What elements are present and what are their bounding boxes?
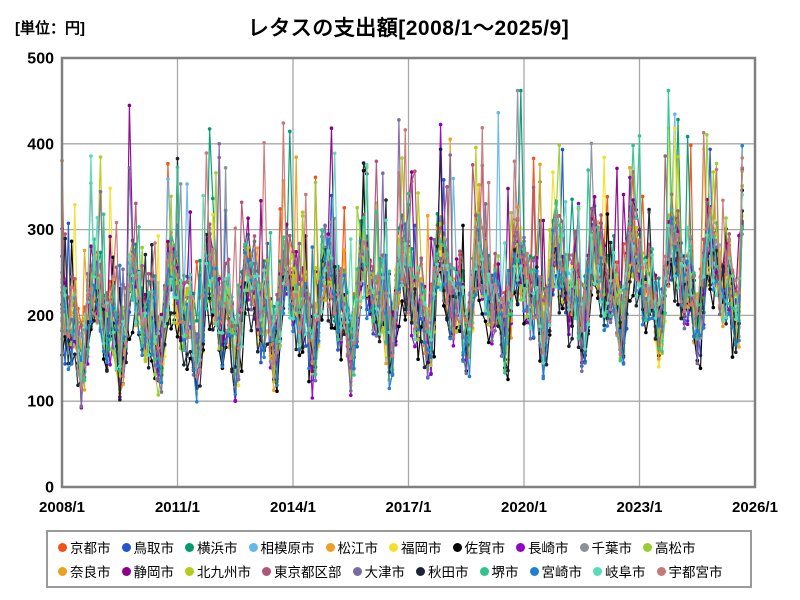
legend-item: 静岡市 [121, 561, 175, 581]
legend-label: 静岡市 [133, 565, 175, 580]
legend-label: 北九州市 [197, 565, 251, 580]
legend-label: 岐阜市 [605, 565, 646, 580]
legend-label: 佐賀市 [464, 541, 506, 556]
legend-item: 高松市 [643, 537, 696, 557]
svg-text:400: 400 [27, 136, 54, 153]
legend-label: 松江市 [337, 541, 379, 556]
legend-swatch-icon [416, 566, 425, 576]
legend-swatch-icon [185, 566, 194, 576]
legend-item: 横浜市 [185, 537, 238, 557]
legend-item: 佐賀市 [452, 537, 506, 557]
legend-swatch-icon [262, 566, 271, 576]
svg-text:200: 200 [27, 308, 54, 325]
legend-item: 京都市 [58, 537, 111, 557]
legend-item: 秋田市 [416, 561, 469, 581]
legend-item: 千葉市 [579, 537, 633, 557]
svg-text:0: 0 [45, 480, 54, 497]
legend-label: 大津市 [364, 565, 406, 580]
legend-item: 相模原市 [248, 537, 315, 557]
svg-text:2023/1: 2023/1 [617, 499, 663, 516]
svg-text:2017/1: 2017/1 [386, 499, 432, 516]
legend-swatch-icon [352, 566, 362, 576]
legend-item: 宇都宮市 [656, 561, 723, 581]
legend-item: 鳥取市 [121, 537, 175, 557]
legend-swatch-icon [579, 542, 589, 552]
legend-label: 福岡市 [401, 541, 442, 556]
legend-swatch-icon [656, 566, 666, 576]
legend-item: 岐阜市 [593, 561, 646, 581]
legend-item: 東京都区部 [262, 561, 342, 581]
legend-label: 宇都宮市 [668, 565, 723, 580]
svg-text:100: 100 [27, 394, 54, 411]
legend-swatch-icon [121, 542, 131, 552]
x-axis-labels: 2008/1 2011/1 2014/1 2017/1 2020/1 2023/1 2026… [39, 499, 778, 516]
legend-label: 東京都区部 [274, 565, 342, 580]
svg-text:2026/1: 2026/1 [732, 499, 778, 516]
legend-swatch-icon [593, 566, 602, 576]
svg-text:2011/1: 2011/1 [155, 499, 200, 516]
legend-label: 千葉市 [591, 541, 633, 556]
legend-label: 奈良市 [70, 565, 111, 580]
legend-label: 京都市 [70, 541, 111, 556]
series-group [60, 88, 744, 410]
legend-label: 堺市 [491, 565, 519, 580]
svg-text:2020/1: 2020/1 [501, 499, 547, 516]
legend-row: 奈良市 静岡市 北九州市 東京都区部 大津市 秋田市 堺市 宮崎市 岐阜市 宇都宮市 [56, 561, 742, 581]
legend-swatch-icon [479, 566, 489, 576]
line-chart: 0 100 200 300 400 500 2008/1 2011/1 2014/1 2017/1… [27, 51, 778, 517]
legend-label: 長崎市 [528, 541, 569, 556]
legend-swatch-icon [325, 542, 335, 552]
legend-swatch-icon [389, 542, 398, 552]
legend-item: 松江市 [325, 537, 379, 557]
series-宇都宮市 [60, 121, 744, 389]
legend-swatch-icon [529, 566, 539, 576]
chart-title: レタスの支出額[2008/1～2025/9] [247, 17, 570, 40]
legend-label: 横浜市 [197, 541, 238, 556]
legend-swatch-icon [121, 566, 131, 576]
svg-text:2014/1: 2014/1 [270, 499, 316, 516]
svg-text:2008/1: 2008/1 [39, 499, 85, 516]
unit-label: [単位：円] [15, 20, 85, 37]
legend-swatch-icon [248, 542, 258, 552]
legend-swatch-icon [452, 542, 462, 552]
legend-item: 長崎市 [516, 537, 569, 557]
legend-label: 宮崎市 [541, 565, 583, 580]
svg-text:300: 300 [27, 222, 54, 239]
legend-item: 大津市 [352, 561, 406, 581]
legend-item: 堺市 [479, 561, 519, 581]
legend-swatch-icon [58, 542, 67, 552]
legend-swatch-icon [516, 542, 525, 552]
legend-label: 相模原市 [260, 541, 315, 556]
legend-label: 鳥取市 [133, 541, 175, 556]
legend-swatch-icon [185, 542, 194, 552]
legend-item: 奈良市 [58, 561, 111, 581]
svg-text:500: 500 [27, 51, 54, 68]
plot-frame [60, 56, 757, 489]
legend-label: 高松市 [655, 541, 696, 556]
legend-label: 秋田市 [428, 565, 469, 580]
legend: 京都市 鳥取市 横浜市 相模原市 松江市 福岡市 佐賀市 長崎市 千葉市 高松市奈良市 静岡市 北九州… [46, 530, 752, 588]
legend-item: 福岡市 [389, 537, 442, 557]
legend-row: 京都市 鳥取市 横浜市 相模原市 松江市 福岡市 佐賀市 長崎市 千葉市 高松市 [56, 537, 742, 557]
legend-item: 北九州市 [185, 561, 251, 581]
y-axis-labels: 0 100 200 300 400 500 [27, 51, 54, 497]
legend-item: 宮崎市 [529, 561, 583, 581]
legend-swatch-icon [643, 542, 652, 552]
legend-swatch-icon [58, 566, 67, 576]
